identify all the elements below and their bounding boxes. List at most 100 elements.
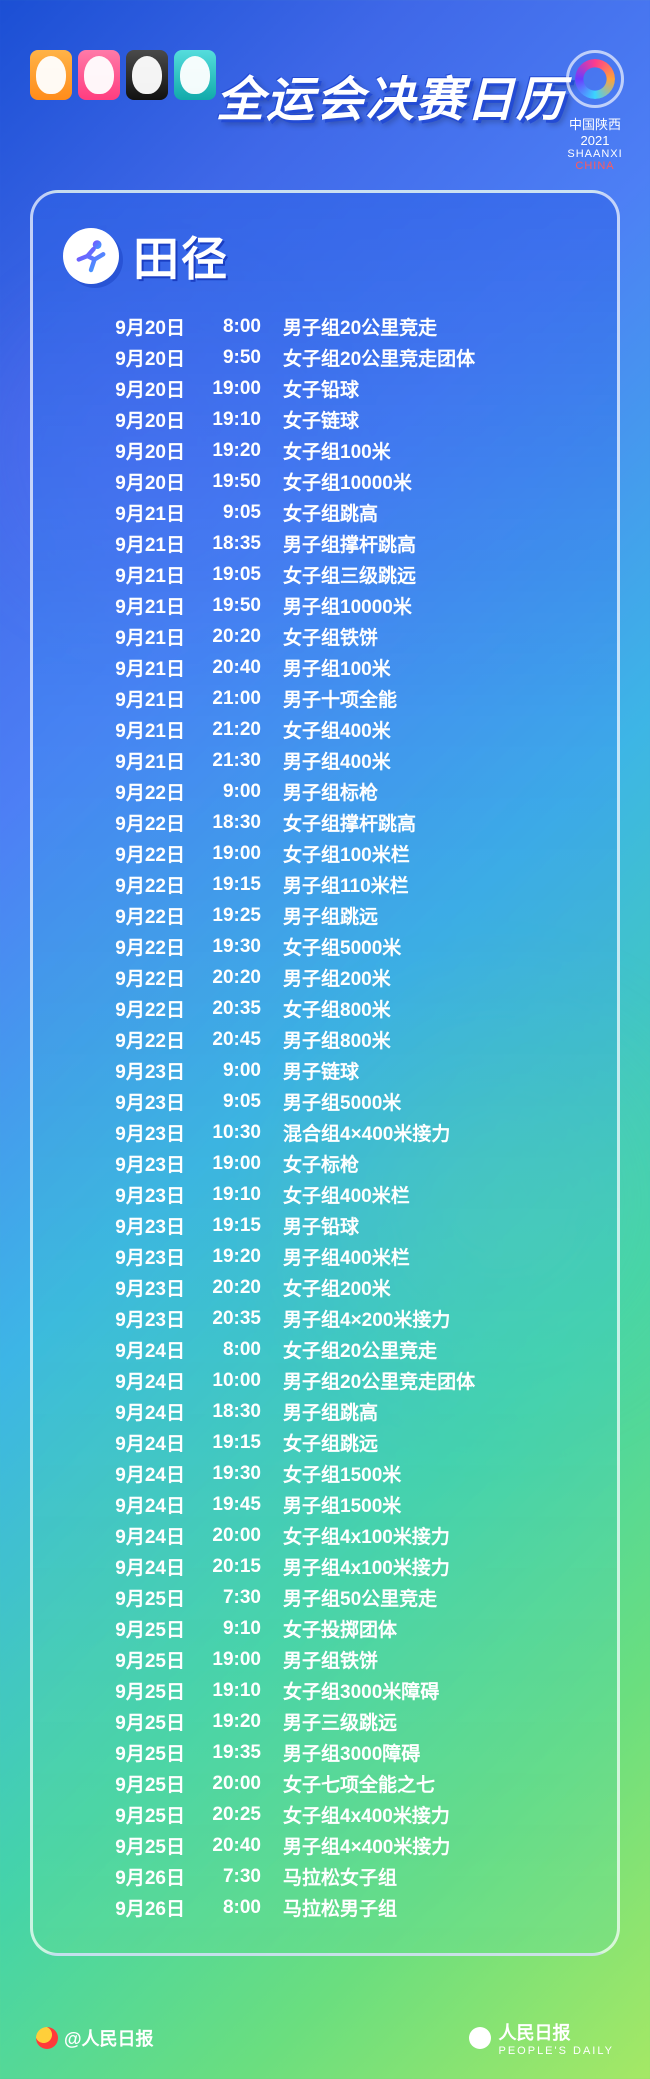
date-cell: 9月24日 — [63, 1491, 193, 1518]
event-cell: 女子组400米 — [283, 716, 587, 743]
date-cell: 9月22日 — [63, 871, 193, 898]
time-cell: 19:20 — [193, 1246, 283, 1268]
mascot-icon — [78, 50, 120, 100]
event-cell: 女子组三级跳远 — [283, 561, 587, 588]
event-cell: 男子十项全能 — [283, 685, 587, 712]
event-cell: 马拉松男子组 — [283, 1894, 587, 1921]
event-cell: 男子组4x100米接力 — [283, 1553, 587, 1580]
schedule-row: 9月22日19:00女子组100米栏 — [63, 838, 587, 869]
time-cell: 8:00 — [193, 1897, 283, 1919]
event-cell: 男子组3000障碍 — [283, 1739, 587, 1766]
event-cell: 男子组200米 — [283, 964, 587, 991]
schedule-row: 9月24日10:00男子组20公里竞走团体 — [63, 1365, 587, 1396]
time-cell: 19:10 — [193, 1184, 283, 1206]
date-cell: 9月24日 — [63, 1522, 193, 1549]
rmrb-sub: PEOPLE'S DAILY — [499, 2045, 615, 2057]
logo-ring-icon — [566, 50, 624, 108]
schedule-row: 9月24日19:15女子组跳远 — [63, 1427, 587, 1458]
date-cell: 9月20日 — [63, 468, 193, 495]
date-cell: 9月25日 — [63, 1615, 193, 1642]
schedule-row: 9月25日19:00男子组铁饼 — [63, 1644, 587, 1675]
date-cell: 9月20日 — [63, 437, 193, 464]
schedule-row: 9月20日8:00男子组20公里竞走 — [63, 311, 587, 342]
logo-en2: CHINA — [575, 160, 614, 172]
date-cell: 9月25日 — [63, 1801, 193, 1828]
schedule-row: 9月21日18:35男子组撑杆跳高 — [63, 528, 587, 559]
date-cell: 9月21日 — [63, 685, 193, 712]
page-header: 全运会决赛日历 中国陕西 2021 SHAANXI CHINA — [0, 0, 650, 190]
time-cell: 10:00 — [193, 1370, 283, 1392]
sport-title: 田径 — [133, 223, 229, 289]
schedule-row: 9月23日10:30混合组4×400米接力 — [63, 1117, 587, 1148]
schedule-row: 9月25日9:10女子投掷团体 — [63, 1613, 587, 1644]
schedule-row: 9月22日20:45男子组800米 — [63, 1024, 587, 1055]
event-cell: 女子组100米 — [283, 437, 587, 464]
event-cell: 女子组铁饼 — [283, 623, 587, 650]
schedule-row: 9月21日19:05女子组三级跳远 — [63, 559, 587, 590]
time-cell: 19:15 — [193, 1215, 283, 1237]
time-cell: 19:20 — [193, 440, 283, 462]
date-cell: 9月21日 — [63, 561, 193, 588]
event-cell: 女子组跳远 — [283, 1429, 587, 1456]
date-cell: 9月22日 — [63, 778, 193, 805]
date-cell: 9月24日 — [63, 1398, 193, 1425]
event-cell: 男子铅球 — [283, 1212, 587, 1239]
date-cell: 9月24日 — [63, 1429, 193, 1456]
date-cell: 9月24日 — [63, 1367, 193, 1394]
event-cell: 女子组20公里竞走团体 — [283, 344, 587, 371]
logo-swirl-icon — [575, 59, 615, 99]
time-cell: 19:35 — [193, 1742, 283, 1764]
logo-en1: SHAANXI — [567, 148, 622, 160]
time-cell: 20:35 — [193, 1308, 283, 1330]
event-cell: 男子三级跳远 — [283, 1708, 587, 1735]
schedule-row: 9月23日20:20女子组200米 — [63, 1272, 587, 1303]
time-cell: 19:30 — [193, 936, 283, 958]
date-cell: 9月24日 — [63, 1553, 193, 1580]
time-cell: 9:00 — [193, 1060, 283, 1082]
time-cell: 19:00 — [193, 378, 283, 400]
event-cell: 男子组400米栏 — [283, 1243, 587, 1270]
event-cell: 女子铅球 — [283, 375, 587, 402]
date-cell: 9月24日 — [63, 1460, 193, 1487]
event-cell: 男子组100米 — [283, 654, 587, 681]
schedule-row: 9月23日9:05男子组5000米 — [63, 1086, 587, 1117]
time-cell: 19:25 — [193, 905, 283, 927]
rmrb-icon — [469, 2027, 491, 2049]
event-cell: 女子链球 — [283, 406, 587, 433]
mascots — [30, 50, 216, 100]
event-cell: 女子标枪 — [283, 1150, 587, 1177]
event-cell: 男子组4×200米接力 — [283, 1305, 587, 1332]
event-cell: 女子组4x100米接力 — [283, 1522, 587, 1549]
schedule-row: 9月22日18:30女子组撑杆跳高 — [63, 807, 587, 838]
logo-text-line2: SHAANXI CHINA — [566, 148, 624, 172]
schedule-row: 9月22日19:30女子组5000米 — [63, 931, 587, 962]
date-cell: 9月20日 — [63, 313, 193, 340]
event-cell: 女子组撑杆跳高 — [283, 809, 587, 836]
date-cell: 9月21日 — [63, 623, 193, 650]
event-cell: 男子组跳高 — [283, 1398, 587, 1425]
time-cell: 19:45 — [193, 1494, 283, 1516]
time-cell: 19:00 — [193, 1153, 283, 1175]
weibo-credit: @人民日报 — [36, 2019, 154, 2057]
schedule-row: 9月23日19:00女子标枪 — [63, 1148, 587, 1179]
event-cell: 女子投掷团体 — [283, 1615, 587, 1642]
schedule-row: 9月23日9:00男子链球 — [63, 1055, 587, 1086]
event-cell: 男子组20公里竞走团体 — [283, 1367, 587, 1394]
schedule-row: 9月22日20:20男子组200米 — [63, 962, 587, 993]
main-title: 全运会决赛日历 — [216, 60, 566, 130]
date-cell: 9月20日 — [63, 406, 193, 433]
date-cell: 9月21日 — [63, 499, 193, 526]
time-cell: 7:30 — [193, 1866, 283, 1888]
event-cell: 男子组110米栏 — [283, 871, 587, 898]
event-cell: 男子组标枪 — [283, 778, 587, 805]
schedule-row: 9月22日19:15男子组110米栏 — [63, 869, 587, 900]
schedule-row: 9月21日19:50男子组10000米 — [63, 590, 587, 621]
date-cell: 9月23日 — [63, 1057, 193, 1084]
event-cell: 男子组400米 — [283, 747, 587, 774]
event-cell: 男子组1500米 — [283, 1491, 587, 1518]
date-cell: 9月22日 — [63, 933, 193, 960]
schedule-row: 9月20日19:50女子组10000米 — [63, 466, 587, 497]
time-cell: 19:30 — [193, 1463, 283, 1485]
schedule-row: 9月21日9:05女子组跳高 — [63, 497, 587, 528]
time-cell: 10:30 — [193, 1122, 283, 1144]
